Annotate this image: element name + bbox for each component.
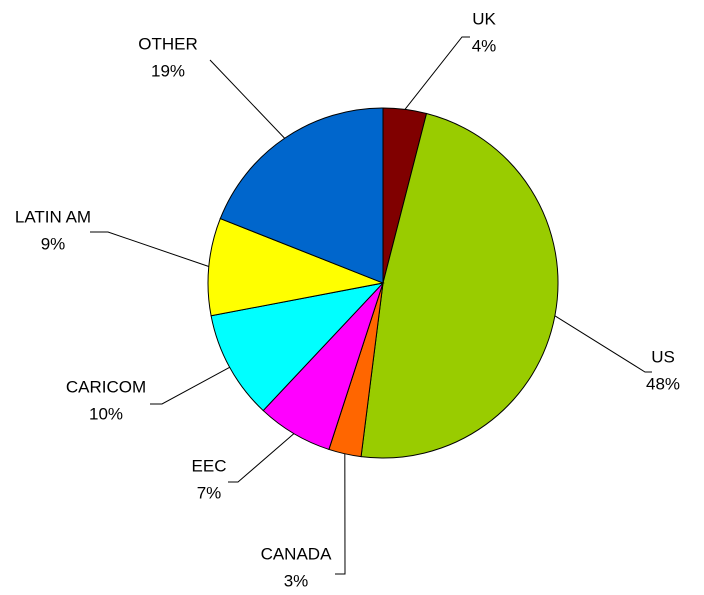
slice-value-label: 48%: [646, 374, 680, 393]
leader-line: [90, 231, 209, 268]
slice-label: US: [651, 347, 675, 366]
pie-slice: [207, 217, 385, 317]
slice-label: CANADA: [261, 544, 333, 563]
slice-value-label: 7%: [197, 483, 222, 502]
leader-line: [150, 366, 230, 405]
pie-slice: [219, 107, 384, 284]
leader-line: [209, 59, 285, 139]
slice-value-label: 19%: [151, 61, 185, 80]
leader-line: [228, 433, 295, 483]
leader-line: [554, 315, 652, 373]
slice-label: CARICOM: [66, 377, 146, 396]
slice-label: OTHER: [138, 34, 198, 53]
slice-value-label: 4%: [472, 36, 497, 55]
slice-value-label: 3%: [284, 571, 309, 590]
slice-label: EEC: [192, 456, 227, 475]
leader-line: [335, 453, 346, 575]
leader-line: [404, 36, 470, 110]
slice-value-label: 10%: [89, 404, 123, 423]
slice-value-label: 9%: [41, 234, 66, 253]
slice-label: UK: [472, 9, 496, 28]
pie-slice: [360, 112, 559, 459]
slice-label: LATIN AM: [15, 207, 91, 226]
